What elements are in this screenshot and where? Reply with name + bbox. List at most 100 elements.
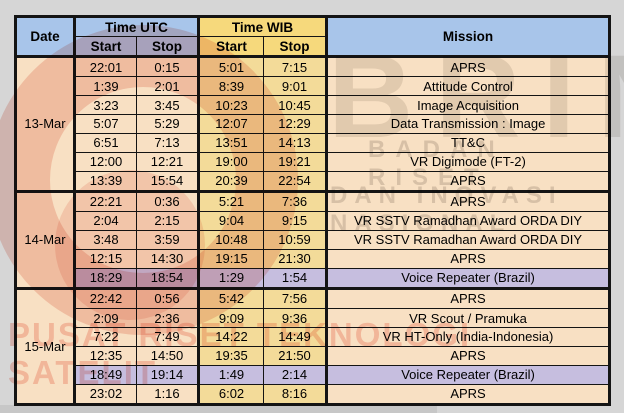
wib-start-cell: 5:42 (197, 286, 265, 310)
wib-start-cell: 19:15 (197, 248, 265, 269)
mission-cell: Voice Repeater (Brazil) (325, 267, 611, 289)
mission-cell: Image Acquisition (325, 95, 611, 115)
utc-start-cell: 18:49 (73, 364, 137, 385)
wib-start-cell: 1:29 (197, 267, 265, 289)
table-row: 12:15 14:30 19:15 21:30 APRS (16, 248, 611, 269)
utc-stop-cell: 3:59 (135, 229, 200, 250)
utc-stop-cell: 7:49 (135, 326, 200, 347)
wib-start-cell: 5:01 (197, 54, 265, 78)
utc-start-cell: 12:00 (73, 151, 137, 172)
wib-start-cell: 19:35 (197, 345, 265, 366)
mission-cell: Voice Repeater (Brazil) (325, 364, 611, 385)
date-cell: 15-Mar (15, 286, 75, 406)
utc-start-cell: 18:29 (73, 267, 137, 289)
utc-stop-cell: 2:15 (135, 211, 200, 231)
table-row: 12:35 14:50 19:35 21:50 APRS (16, 345, 611, 366)
wib-stop-cell: 8:16 (263, 383, 328, 406)
wib-start-cell: 9:04 (197, 211, 265, 231)
utc-stop-cell: 14:50 (135, 345, 200, 366)
utc-start-cell: 12:35 (73, 345, 137, 366)
wib-start-cell: 14:22 (197, 326, 265, 347)
mission-cell: APRS (325, 170, 611, 192)
wib-stop-cell: 21:30 (263, 248, 328, 269)
wib-stop-cell: 14:49 (263, 326, 328, 347)
mission-cell: APRS (325, 345, 611, 366)
wib-stop-cell: 9:36 (263, 308, 328, 328)
utc-start-cell: 22:21 (73, 189, 137, 213)
schedule-body: 13-Mar 22:01 0:15 5:01 7:15 APRS 1:39 2:01 8:39 9… (15, 54, 611, 406)
utc-stop-cell: 0:36 (135, 189, 200, 213)
utc-start-cell: 3:23 (73, 95, 137, 115)
table-row: 2:04 2:15 9:04 9:15 VR SSTV Ramadhan Award O… (16, 211, 611, 231)
utc-start-cell: 12:15 (73, 248, 137, 269)
time-wib-column-header: Time WIB (197, 16, 328, 37)
utc-start-cell: 3:48 (73, 229, 137, 250)
utc-stop-cell: 2:01 (135, 76, 200, 97)
table-row: 12:00 12:21 19:00 19:21 VR Digimode (FT-2) (16, 151, 611, 172)
wib-stop-cell: 7:36 (263, 189, 328, 213)
mission-cell: APRS (325, 248, 611, 269)
utc-stop-cell: 14:30 (135, 248, 200, 269)
wib-stop-cell: 2:14 (263, 364, 328, 385)
time-utc-column-header: Time UTC (72, 16, 200, 37)
wib-start-cell: 20:39 (197, 170, 265, 192)
wib-start-cell: 1:49 (197, 364, 265, 385)
utc-start-subheader: Start (73, 36, 137, 58)
utc-start-cell: 6:51 (73, 132, 137, 153)
mission-cell: Attitude Control (325, 76, 611, 97)
wib-stop-cell: 7:15 (263, 54, 328, 78)
utc-stop-cell: 18:54 (135, 267, 200, 289)
table-row: 5:07 5:29 12:07 12:29 Data Transmission : Im… (16, 113, 611, 134)
mission-cell: TT&C (325, 132, 611, 153)
wib-start-cell: 10:23 (197, 95, 265, 115)
utc-start-cell: 22:01 (73, 54, 137, 78)
utc-start-cell: 1:39 (73, 76, 137, 97)
table-row: 18:29 18:54 1:29 1:54 Voice Repeater (Brazil… (16, 267, 611, 289)
wib-stop-cell: 9:01 (263, 76, 328, 97)
utc-stop-cell: 0:15 (135, 54, 200, 78)
table-row: 2:09 2:36 9:09 9:36 VR Scout / Pramuka (16, 308, 611, 328)
mission-cell: APRS (325, 286, 611, 310)
utc-start-cell: 22:42 (73, 286, 137, 310)
table-row: 13-Mar 22:01 0:15 5:01 7:15 APRS (15, 54, 611, 192)
utc-start-cell: 5:07 (73, 113, 137, 134)
wib-start-cell: 6:02 (197, 383, 265, 406)
table-header: Date Time UTC Time WIB Mission Start Sto… (15, 16, 611, 58)
utc-start-cell: 13:39 (73, 170, 137, 192)
table-row: 1:39 2:01 8:39 9:01 Attitude Control (16, 76, 611, 97)
mission-cell: Data Transmission : Image (325, 113, 611, 134)
wib-start-cell: 13:51 (197, 132, 265, 153)
utc-stop-cell: 2:36 (135, 308, 200, 328)
utc-stop-cell: 0:56 (135, 286, 200, 310)
utc-start-cell: 2:09 (73, 308, 137, 328)
utc-stop-cell: 19:14 (135, 364, 200, 385)
utc-stop-cell: 5:29 (135, 113, 200, 134)
mission-column-header: Mission (325, 16, 611, 57)
date-column-header: Date (15, 16, 75, 57)
wib-start-cell: 9:09 (197, 308, 265, 328)
wib-stop-subheader: Stop (263, 36, 328, 58)
background-strip (0, 405, 437, 413)
schedule-table: Date Time UTC Time WIB Mission Start Sto… (14, 15, 612, 406)
utc-start-cell: 2:04 (73, 211, 137, 231)
table-row: 13:39 15:54 20:39 22:54 APRS (16, 170, 611, 192)
utc-start-cell: 7:22 (73, 326, 137, 347)
table-row: 14-Mar 22:21 0:36 5:21 7:36 APRS (15, 189, 611, 289)
wib-start-cell: 8:39 (197, 76, 265, 97)
table-row: 15-Mar 22:42 0:56 5:42 7:56 APRS (15, 286, 611, 406)
wib-start-cell: 12:07 (197, 113, 265, 134)
utc-stop-cell: 15:54 (135, 170, 200, 192)
utc-start-cell: 23:02 (73, 383, 137, 406)
wib-stop-cell: 10:45 (263, 95, 328, 115)
utc-stop-cell: 7:13 (135, 132, 200, 153)
utc-stop-cell: 1:16 (135, 383, 200, 406)
wib-stop-cell: 9:15 (263, 211, 328, 231)
date-cell: 14-Mar (15, 189, 75, 289)
table-row: 3:48 3:59 10:48 10:59 VR SSTV Ramadhan Award… (16, 229, 611, 250)
date-cell: 13-Mar (15, 55, 75, 192)
mission-cell: APRS (325, 54, 611, 78)
mission-cell: APRS (325, 189, 611, 213)
table-row: 18:49 19:14 1:49 2:14 Voice Repeater (Brazil… (16, 364, 611, 385)
wib-stop-cell: 22:54 (263, 170, 328, 192)
